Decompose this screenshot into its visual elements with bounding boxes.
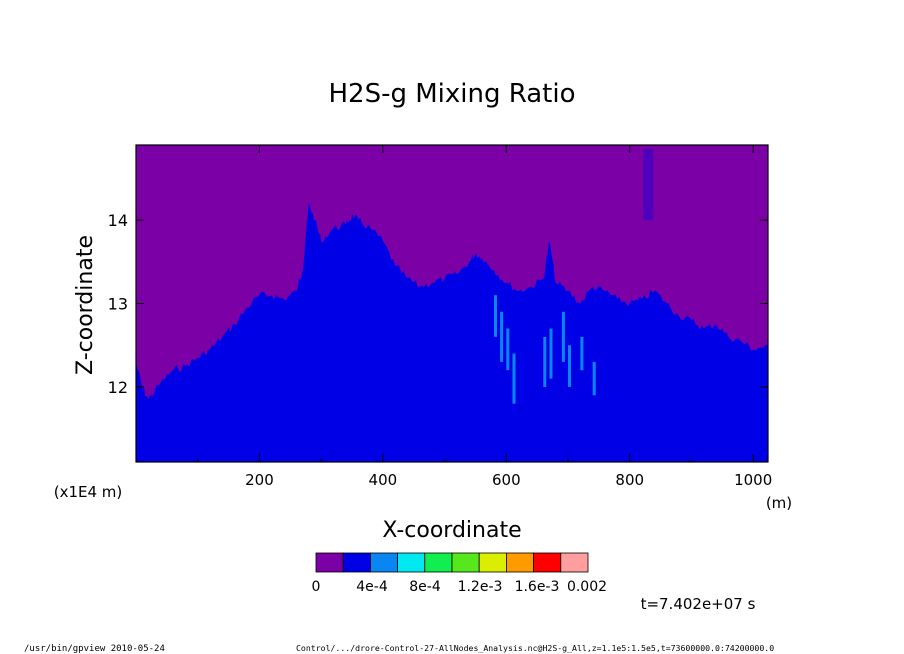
colorbar-swatch	[369, 552, 398, 573]
heatmap-streak	[568, 345, 571, 387]
x-tick-label: 200	[245, 471, 274, 489]
colorbar-swatch	[505, 552, 534, 573]
heatmap-streak	[494, 295, 497, 337]
heatmap-streak	[500, 311, 504, 362]
heatmap-lower-region	[136, 203, 768, 462]
x-axis: 200 400 600 800 1000	[197, 145, 772, 489]
colorbar-swatch	[397, 552, 426, 573]
colorbar-label: 1.2e-3	[458, 579, 503, 595]
chart-title: H2S-g Mixing Ratio	[328, 79, 575, 109]
colorbar	[315, 552, 589, 573]
time-annotation: t=7.402e+07 s	[641, 595, 756, 613]
x-tick-label: 600	[492, 471, 521, 489]
colorbar-swatch	[342, 552, 371, 573]
colorbar-swatch	[560, 552, 589, 573]
y-axis-label: Z-coordinate	[73, 235, 98, 375]
colorbar-swatch	[424, 552, 453, 573]
x-tick-label: 1000	[734, 471, 772, 489]
colorbar-label: 4e-4	[356, 579, 388, 595]
y-tick-label: 12	[108, 378, 128, 397]
heatmap-streak	[580, 336, 584, 371]
colorbar-label: 0.002	[567, 579, 607, 595]
x-axis-label: X-coordinate	[382, 518, 521, 543]
heatmap-plume	[643, 149, 654, 221]
y-tick-label: 14	[108, 211, 128, 230]
heatmap-streak	[561, 311, 565, 362]
colorbar-swatch	[533, 552, 562, 573]
footer-right: Control/.../drore-Control-27-AllNodes_An…	[296, 643, 774, 653]
heatmap-streak	[512, 353, 516, 404]
colorbar-label: 8e-4	[409, 579, 441, 595]
colorbar-swatch	[451, 552, 480, 573]
plot-area	[135, 144, 769, 463]
x-tick-label: 800	[615, 471, 644, 489]
heatmap-streak	[506, 328, 510, 371]
x-tick-label: 400	[369, 471, 398, 489]
y-scale-label: (x1E4 m)	[54, 483, 123, 501]
footer-left: /usr/bin/gpview 2010-05-24	[24, 644, 165, 654]
heatmap-streak	[543, 336, 547, 387]
colorbar-swatch	[315, 552, 344, 573]
colorbar-label: 0	[312, 579, 321, 595]
heatmap-streak	[549, 328, 553, 379]
y-axis: 12 13 14	[108, 211, 768, 397]
x-unit-label: (m)	[766, 494, 792, 512]
y-tick-label: 13	[108, 295, 128, 314]
colorbar-label: 1.6e-3	[515, 579, 560, 595]
colorbar-labels: 0 4e-4 8e-4 1.2e-3 1.6e-3 0.002	[312, 579, 608, 595]
heatmap-streak	[592, 361, 596, 396]
colorbar-swatch	[478, 552, 507, 573]
heatmap-detail-layer	[494, 149, 654, 404]
